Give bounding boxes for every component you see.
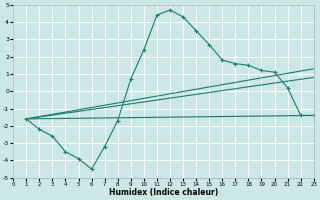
X-axis label: Humidex (Indice chaleur): Humidex (Indice chaleur) [109, 188, 218, 197]
